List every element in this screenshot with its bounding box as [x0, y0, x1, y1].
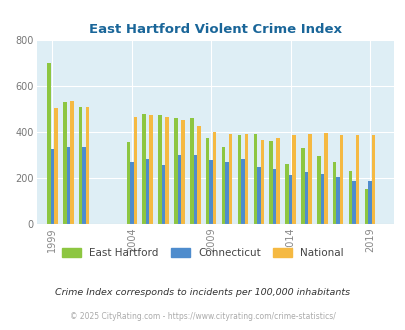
Bar: [241, 159, 244, 224]
Bar: [339, 136, 343, 224]
Text: © 2025 CityRating.com - https://www.cityrating.com/crime-statistics/: © 2025 CityRating.com - https://www.city…: [70, 312, 335, 321]
Bar: [86, 107, 89, 224]
Bar: [193, 155, 196, 224]
Bar: [205, 138, 209, 224]
Bar: [348, 171, 352, 224]
Bar: [82, 147, 86, 224]
Bar: [196, 126, 200, 224]
Text: Crime Index corresponds to incidents per 100,000 inhabitants: Crime Index corresponds to incidents per…: [55, 287, 350, 297]
Bar: [158, 115, 162, 224]
Bar: [371, 136, 374, 224]
Bar: [165, 117, 168, 224]
Legend: East Hartford, Connecticut, National: East Hartford, Connecticut, National: [58, 244, 347, 262]
Bar: [269, 141, 272, 224]
Bar: [256, 167, 260, 224]
Bar: [276, 138, 279, 224]
Bar: [228, 134, 232, 224]
Bar: [352, 181, 355, 224]
Bar: [133, 117, 137, 224]
Bar: [355, 136, 358, 224]
Bar: [301, 148, 304, 224]
Bar: [142, 114, 145, 224]
Bar: [130, 162, 133, 224]
Bar: [244, 134, 247, 224]
Bar: [323, 133, 327, 224]
Bar: [307, 134, 311, 224]
Bar: [149, 115, 153, 224]
Bar: [285, 164, 288, 224]
Bar: [190, 118, 193, 224]
Title: East Hartford Violent Crime Index: East Hartford Violent Crime Index: [88, 23, 341, 36]
Bar: [320, 174, 323, 224]
Bar: [253, 134, 256, 224]
Bar: [336, 177, 339, 224]
Bar: [272, 169, 276, 224]
Bar: [367, 181, 371, 224]
Bar: [70, 101, 73, 224]
Bar: [79, 107, 82, 224]
Bar: [54, 108, 58, 224]
Bar: [332, 162, 336, 224]
Bar: [364, 189, 367, 224]
Bar: [162, 166, 165, 224]
Bar: [221, 147, 225, 224]
Bar: [288, 175, 292, 224]
Bar: [145, 159, 149, 224]
Bar: [292, 136, 295, 224]
Bar: [304, 172, 307, 224]
Bar: [316, 156, 320, 224]
Bar: [63, 102, 66, 224]
Bar: [126, 143, 130, 224]
Bar: [51, 149, 54, 224]
Bar: [47, 63, 51, 224]
Bar: [177, 155, 181, 224]
Bar: [213, 132, 216, 224]
Bar: [209, 160, 213, 224]
Bar: [174, 118, 177, 224]
Bar: [181, 120, 184, 224]
Bar: [237, 136, 241, 224]
Bar: [260, 140, 263, 224]
Bar: [225, 162, 228, 224]
Bar: [66, 147, 70, 224]
